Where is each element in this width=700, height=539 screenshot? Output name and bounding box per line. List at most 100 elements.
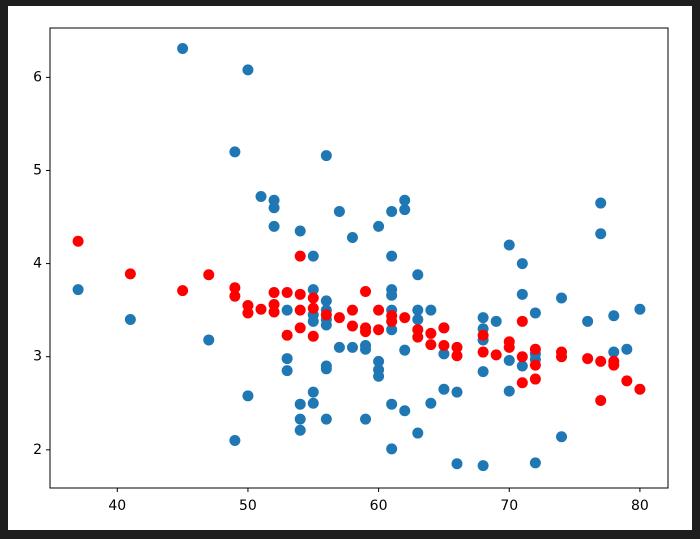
point (294, 250, 306, 262)
point (582, 315, 594, 327)
y-tick-label: 4 (33, 256, 42, 272)
point (516, 258, 528, 270)
point (320, 319, 332, 331)
point (634, 303, 646, 315)
point (360, 343, 372, 355)
point (333, 341, 345, 353)
point (373, 220, 385, 232)
point (503, 354, 515, 366)
point (333, 205, 345, 217)
x-tick-label: 60 (370, 498, 388, 514)
point (425, 397, 437, 409)
point (438, 383, 450, 395)
point (268, 306, 280, 318)
point (229, 282, 241, 294)
point (608, 310, 620, 322)
point (556, 431, 568, 443)
point (229, 146, 241, 158)
point (294, 322, 306, 334)
point (516, 288, 528, 300)
point (333, 312, 345, 324)
point (386, 289, 398, 301)
point (242, 307, 254, 319)
point (516, 351, 528, 363)
x-tick-label: 80 (631, 498, 649, 514)
point (412, 331, 424, 343)
point (346, 341, 358, 353)
point (451, 458, 463, 470)
y-tick-label: 6 (33, 69, 42, 85)
point (268, 286, 280, 298)
point (516, 360, 528, 372)
point (490, 315, 502, 327)
point (386, 315, 398, 327)
point (621, 343, 633, 355)
point (72, 284, 84, 296)
point (477, 366, 489, 378)
point (373, 370, 385, 382)
point (320, 150, 332, 162)
point (595, 228, 607, 240)
y-tick-label: 2 (33, 442, 42, 458)
point (529, 457, 541, 469)
point (242, 390, 254, 402)
point (386, 443, 398, 455)
point (124, 268, 136, 280)
point (529, 359, 541, 371)
point (373, 304, 385, 316)
point (294, 424, 306, 436)
point (477, 346, 489, 358)
point (477, 460, 489, 472)
point (281, 365, 293, 377)
point (320, 295, 332, 307)
point (255, 303, 267, 315)
point (307, 315, 319, 327)
point (268, 202, 280, 214)
point (412, 269, 424, 281)
point (124, 313, 136, 325)
point (281, 304, 293, 316)
point (438, 348, 450, 360)
point (281, 286, 293, 298)
point (294, 413, 306, 425)
point (307, 284, 319, 296)
point (360, 286, 372, 298)
point (386, 205, 398, 217)
figure-background (8, 6, 692, 530)
point (386, 250, 398, 262)
point (268, 220, 280, 232)
y-tick-label: 3 (33, 349, 42, 365)
point (412, 304, 424, 316)
point (595, 394, 607, 406)
point (203, 334, 215, 346)
point (634, 383, 646, 395)
point (399, 312, 411, 324)
point (294, 225, 306, 237)
point (412, 313, 424, 325)
x-tick-label: 40 (108, 498, 126, 514)
point (255, 191, 267, 203)
point (556, 351, 568, 363)
axes-frame (49, 27, 669, 489)
point (477, 312, 489, 324)
point (399, 204, 411, 216)
point (529, 343, 541, 355)
point (425, 304, 437, 316)
point (425, 339, 437, 351)
point (373, 355, 385, 367)
point (307, 302, 319, 314)
point (346, 232, 358, 244)
point (294, 288, 306, 300)
point (177, 42, 189, 54)
point (608, 346, 620, 358)
point (399, 405, 411, 417)
point (229, 435, 241, 447)
point (582, 353, 594, 365)
point (307, 292, 319, 304)
point (320, 309, 332, 321)
point (490, 349, 502, 361)
point (503, 385, 515, 397)
point (294, 304, 306, 316)
point (320, 363, 332, 375)
point (516, 315, 528, 327)
